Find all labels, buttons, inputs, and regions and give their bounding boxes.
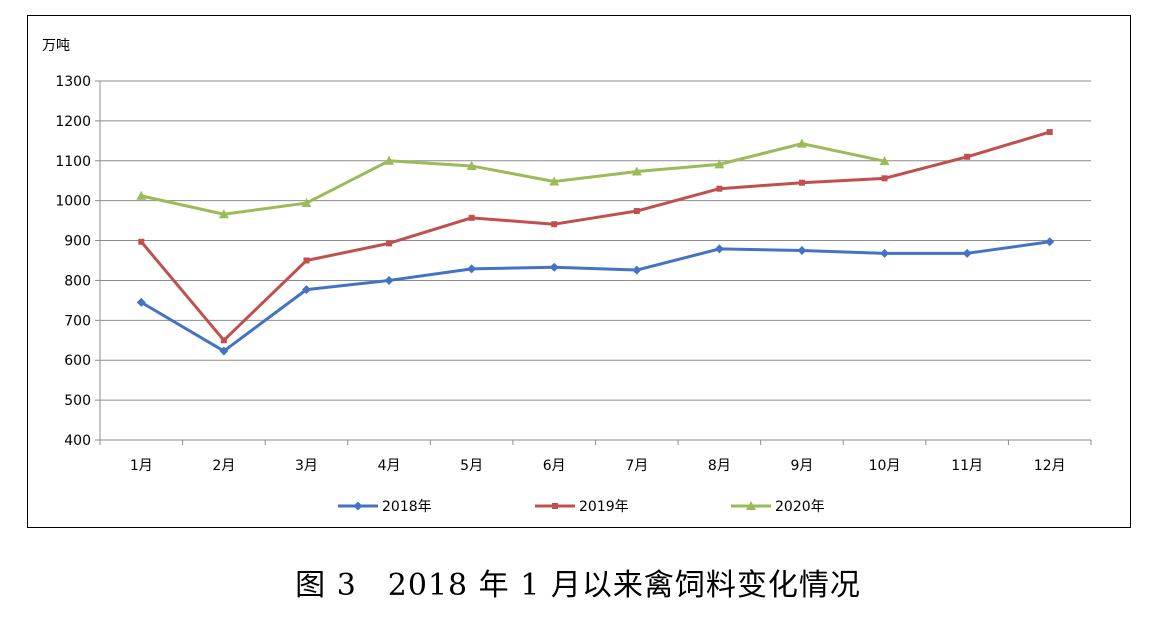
legend-label-2: 2020年 [775,499,825,515]
x-tick-label: 9月 [790,458,813,474]
y-tick-label: 1000 [55,194,91,210]
data-point [796,138,807,148]
data-point [549,262,559,272]
data-point [716,185,723,192]
x-tick-label: 3月 [295,458,318,474]
y-tick-label: 700 [64,313,91,329]
data-point [303,257,310,264]
data-point [220,337,227,344]
legend-marker-0 [353,501,363,511]
x-tick-label: 6月 [543,458,566,474]
data-point [384,155,395,165]
x-tick-label: 1月 [130,458,153,474]
y-tick-label: 1200 [55,114,91,130]
x-tick-label: 10月 [869,458,901,474]
legend-marker-1 [552,503,558,509]
y-tick-label: 600 [64,353,91,369]
series-line-2 [140,142,885,216]
x-tick-label: 5月 [460,458,483,474]
x-tick-label: 11月 [951,458,983,474]
data-point [631,166,642,176]
data-point [301,285,311,295]
data-point [632,265,642,275]
chart-frame: 万吨 400 500 600 700 800 900 1000 1100 1200 1300 1月 2… [27,15,1131,528]
series-lines [136,129,1055,356]
data-point [880,248,890,258]
y-axis-unit-label: 万吨 [42,38,70,54]
data-point [633,208,640,215]
data-point [468,214,475,221]
y-tick-label: 400 [64,433,91,449]
x-tick-label: 7月 [625,458,648,474]
data-point [467,264,477,274]
data-point [301,198,312,208]
data-point [138,238,145,245]
x-tick-label: 4月 [378,458,401,474]
data-point [797,246,807,256]
data-point [714,244,724,254]
y-tick-label: 1100 [55,154,91,170]
x-tick-label: 8月 [708,458,731,474]
data-point [551,221,558,228]
axes: 400 500 600 700 800 900 1000 1100 1200 1300 1月 2月 3月… [55,74,1092,474]
legend: 2018年 2019年 2020年 [338,499,825,515]
legend-label-0: 2018年 [382,499,432,515]
data-point [219,346,229,356]
data-point [798,179,805,186]
x-tick-label: 2月 [212,458,235,474]
data-point [136,297,146,307]
y-tick-label: 500 [64,393,91,409]
series-line-1 [140,130,1051,342]
data-point [549,176,560,186]
data-point [879,156,890,166]
data-point [466,160,477,170]
series-line-0 [140,240,1050,353]
data-point [386,240,393,247]
data-point [962,248,972,258]
line-chart: 万吨 400 500 600 700 800 900 1000 1100 1200 1300 1月 2… [42,38,1092,515]
y-tick-label: 800 [64,273,91,289]
data-point [1045,237,1055,247]
data-point [1046,129,1053,136]
data-point [714,159,725,169]
y-tick-label: 1300 [55,74,91,90]
y-tick-label: 900 [64,234,91,250]
data-point [384,275,394,285]
x-tick-label: 12月 [1034,458,1066,474]
gridlines [100,80,1091,401]
legend-marker-2 [746,501,756,510]
data-point [881,175,888,182]
legend-label-1: 2019年 [579,499,629,515]
data-point [964,153,971,160]
data-point [136,190,147,200]
data-point [218,209,229,219]
figure-caption: 图 3 2018 年 1 月以来禽饲料变化情况 [295,568,861,603]
